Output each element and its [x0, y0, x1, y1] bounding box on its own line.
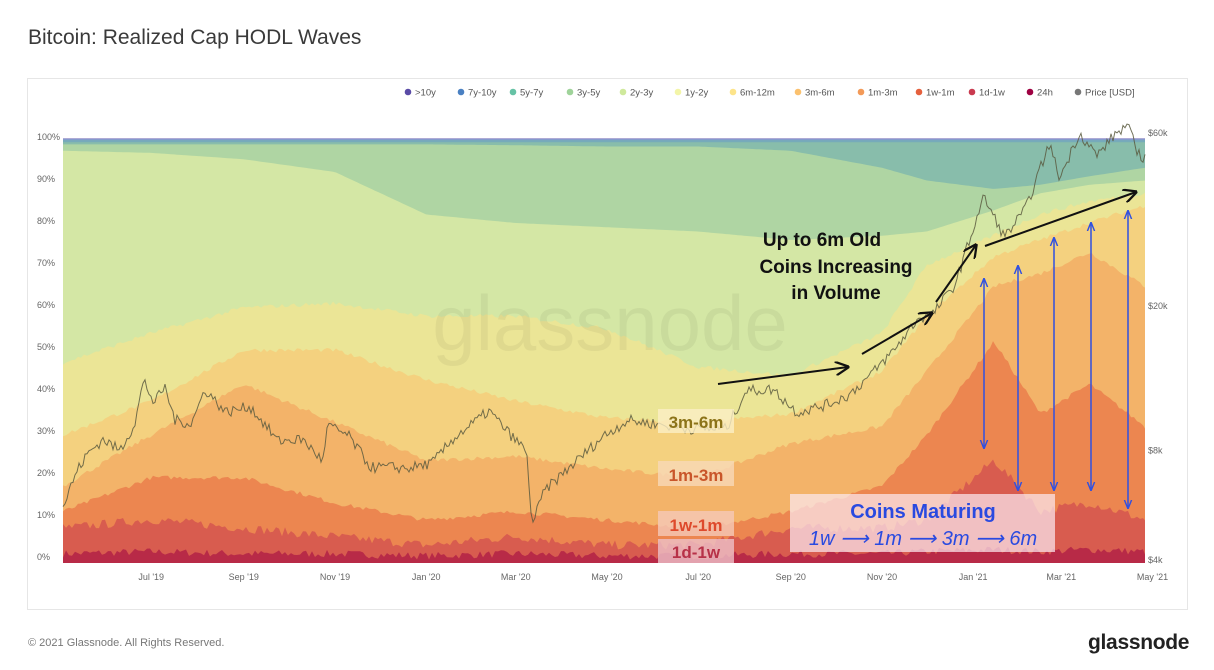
y-tick-label: 80% [37, 216, 55, 226]
legend-label: 1d-1w [979, 88, 1005, 99]
x-tick-label: May '20 [591, 572, 622, 582]
x-tick-label: Nov '19 [320, 572, 350, 582]
x-tick-label: May '21 [1137, 572, 1168, 582]
legend-dot-icon [729, 88, 737, 96]
legend-label: 6m-12m [740, 88, 775, 99]
y-tick-label: 50% [37, 342, 55, 352]
legend-item-7y-10y[interactable]: 7y-10y [457, 88, 497, 99]
legend-item--10y[interactable]: >10y [404, 88, 436, 99]
x-tick-label: Jan '20 [412, 572, 441, 582]
legend-dot-icon [674, 88, 682, 96]
legend-label: 1m-3m [868, 88, 898, 99]
page-title: Bitcoin: Realized Cap HODL Waves [28, 26, 362, 49]
band-24h [63, 546, 1145, 563]
x-tick-label: Sep '20 [776, 572, 806, 582]
stacked-bands [63, 138, 1145, 564]
legend-dot-icon [1026, 88, 1034, 96]
svg-text:1w-1m: 1w-1m [670, 516, 723, 535]
y-tick-label: 40% [37, 384, 55, 394]
legend-item-1y-2y[interactable]: 1y-2y [674, 88, 709, 99]
legend-dot-icon [915, 88, 923, 96]
legend-dot-icon [404, 88, 412, 96]
legend-label: 1w-1m [926, 88, 955, 99]
legend-dot-icon [509, 88, 517, 96]
legend-item-1d-1w[interactable]: 1d-1w [968, 88, 1005, 99]
svg-text:1w ⟶ 1m ⟶ 3m ⟶ 6m: 1w ⟶ 1m ⟶ 3m ⟶ 6m [809, 528, 1037, 550]
legend-item-1w-1m[interactable]: 1w-1m [915, 88, 955, 99]
x-tick-label: Jul '20 [685, 572, 711, 582]
legend-item-24h[interactable]: 24h [1026, 88, 1053, 99]
y-tick-label: 20% [37, 468, 55, 478]
svg-text:3m-6m: 3m-6m [669, 413, 724, 432]
chart-card [27, 78, 1188, 610]
svg-text:1m-3m: 1m-3m [669, 466, 724, 485]
legend-item-2y-3y[interactable]: 2y-3y [619, 88, 654, 99]
watermark: glassnode [432, 279, 788, 367]
legend-dot-icon [794, 88, 802, 96]
price-tick-label: $20k [1148, 301, 1168, 311]
volume-arrows [717, 192, 1136, 385]
legend-label: 5y-7y [520, 88, 543, 99]
y-tick-label: 70% [37, 258, 55, 268]
legend-item-6m-12m[interactable]: 6m-12m [729, 88, 775, 99]
svg-text:Coins Maturing: Coins Maturing [850, 501, 996, 523]
svg-text:1d-1w: 1d-1w [672, 543, 721, 562]
legend-label: 2y-3y [630, 88, 653, 99]
legend-dot-icon [566, 88, 574, 96]
x-tick-label: Nov '20 [867, 572, 897, 582]
band-label-1d-1w: 1d-1w [658, 539, 734, 563]
x-tick-label: Sep '19 [229, 572, 259, 582]
legend-label: 3m-6m [805, 88, 835, 99]
x-tick-label: Jul '19 [138, 572, 164, 582]
y-axis-right: $4k $8k $20k $60k [1148, 128, 1168, 565]
band-1m-3m [63, 253, 1145, 563]
glassnode-logo[interactable]: glassnode [1088, 631, 1190, 654]
coins-maturing-box: Coins Maturing 1w ⟶ 1m ⟶ 3m ⟶ 6m [790, 494, 1055, 552]
legend-label: 3y-5y [577, 88, 600, 99]
x-axis: Jul '19 Sep '19 Nov '19 Jan '20 Mar '20 May '… [138, 572, 1168, 582]
legend-dot-icon [619, 88, 627, 96]
legend-item-1m-3m[interactable]: 1m-3m [857, 88, 898, 99]
y-tick-label: 60% [37, 300, 55, 310]
band-label-1w-1m: 1w-1m [658, 511, 734, 536]
legend-dot-icon [457, 88, 465, 96]
x-tick-label: Mar '20 [501, 572, 531, 582]
legend-label: 24h [1037, 88, 1053, 99]
legend-dot-icon [1074, 88, 1082, 96]
volume-annotation: Up to 6m Old Coins Increasing in Volume [759, 230, 912, 304]
legend-label: Price [USD] [1085, 88, 1135, 99]
svg-text:Coins Increasing: Coins Increasing [759, 257, 912, 278]
legend-label: 7y-10y [468, 88, 497, 99]
legend-item-5y-7y[interactable]: 5y-7y [509, 88, 544, 99]
legend-dot-icon [968, 88, 976, 96]
svg-text:in Volume: in Volume [791, 283, 880, 304]
band-label-1m-3m: 1m-3m [658, 461, 734, 486]
legend-item-3y-5y[interactable]: 3y-5y [566, 88, 601, 99]
y-axis-left: 0% 10% 20% 30% 40% 50% 60% 70% 80% 90% 100% [37, 132, 60, 562]
x-tick-label: Jan '21 [959, 572, 988, 582]
legend-item-3m-6m[interactable]: 3m-6m [794, 88, 835, 99]
y-tick-label: 10% [37, 510, 55, 520]
price-tick-label: $4k [1148, 555, 1163, 565]
legend-label: 1y-2y [685, 88, 708, 99]
price-tick-label: $60k [1148, 128, 1168, 138]
legend-item-price-usd-[interactable]: Price [USD] [1074, 88, 1135, 99]
legend-label: >10y [415, 88, 436, 99]
y-tick-label: 90% [37, 174, 55, 184]
x-tick-label: Mar '21 [1046, 572, 1076, 582]
copyright-text: © 2021 Glassnode. All Rights Reserved. [28, 637, 225, 649]
legend[interactable]: >10y 7y-10y 5y-7y 3y-5y 2y-3y 1y-2y 6m-12m 3m-6… [404, 88, 1135, 99]
legend-dot-icon [857, 88, 865, 96]
y-tick-label: 100% [37, 132, 60, 142]
y-tick-label: 0% [37, 552, 50, 562]
price-tick-label: $8k [1148, 446, 1163, 456]
band-label-3m-6m: 3m-6m [658, 409, 734, 433]
y-tick-label: 30% [37, 426, 55, 436]
svg-text:Up to 6m Old: Up to 6m Old [763, 230, 881, 251]
maturing-arrows [984, 211, 1128, 508]
